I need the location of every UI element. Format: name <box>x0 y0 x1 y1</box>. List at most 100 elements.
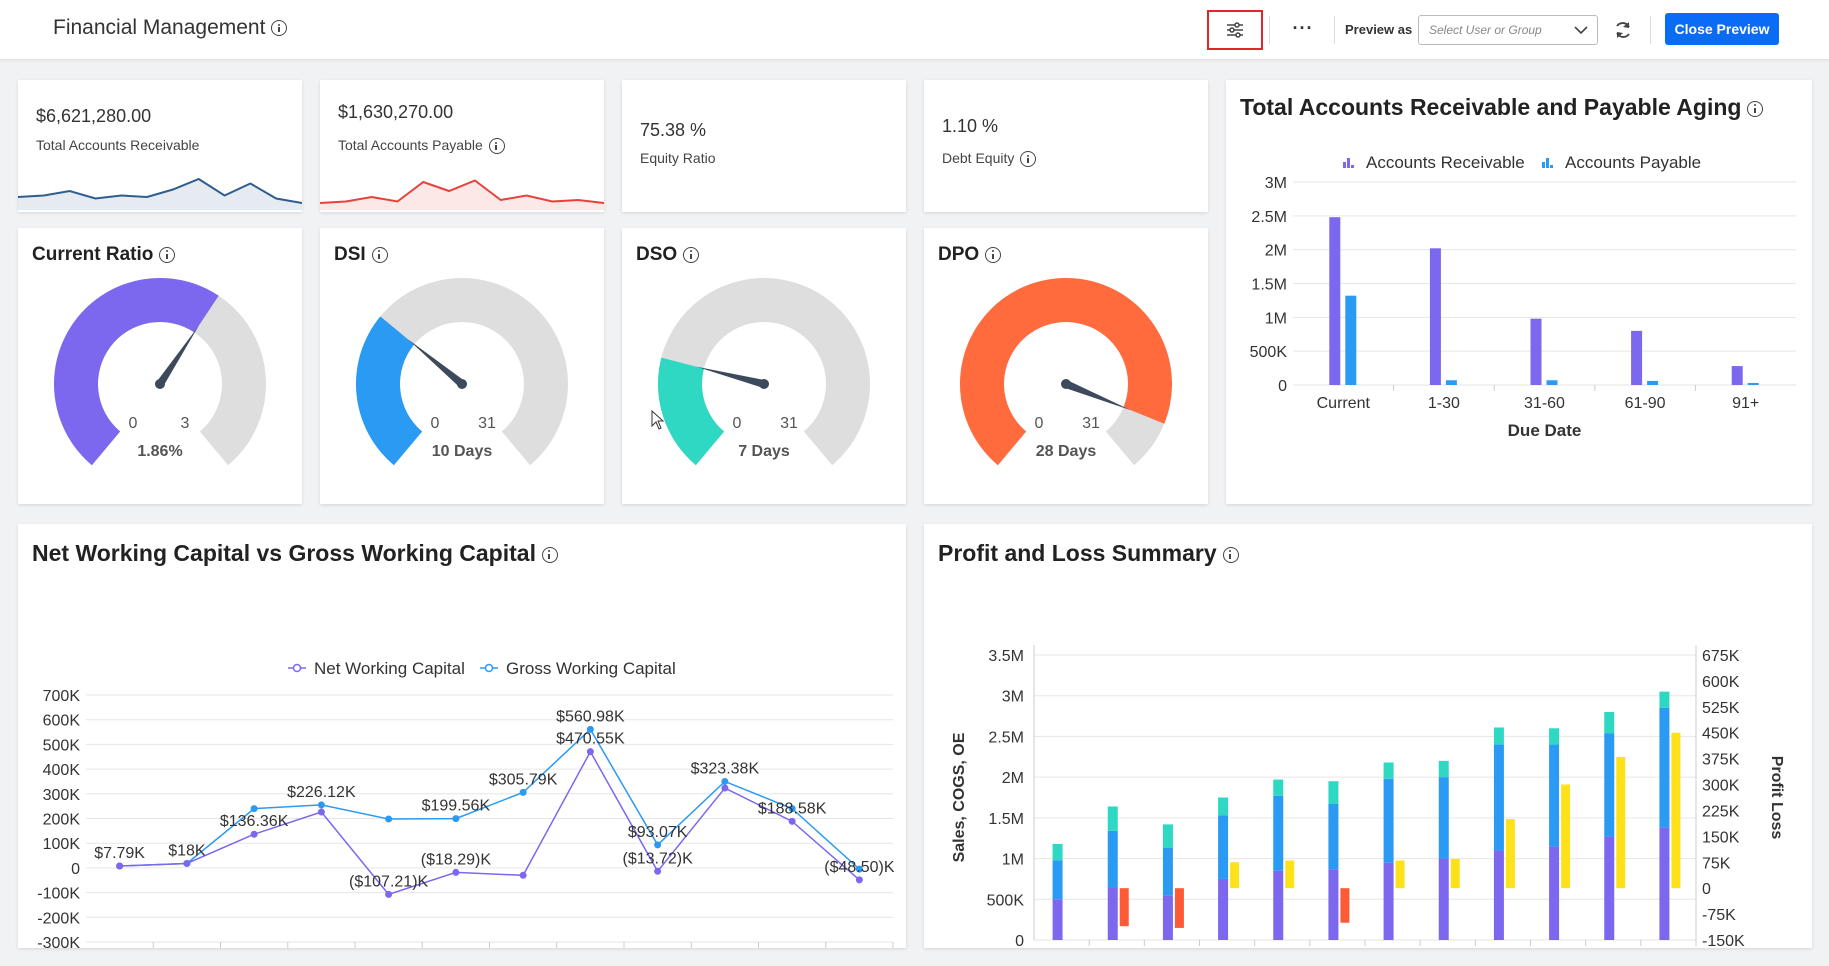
aging-chart-card: Total Accounts Receivable and Payable Ag… <box>1226 80 1812 504</box>
card-title: DSO <box>636 244 700 266</box>
bar-payable <box>1445 380 1457 385</box>
kpi-card-receivable: $6,621,280.00 Total Accounts Receivable <box>18 80 302 212</box>
gauge-value-label: 7 Days <box>738 443 790 460</box>
stacked-bar-segment <box>1493 850 1504 940</box>
y-tick-label: 2.5M <box>1251 209 1287 226</box>
card-title: DSI <box>334 244 388 266</box>
profit-loss-bar <box>1561 784 1571 889</box>
legend-payable-icon <box>1546 158 1549 168</box>
net-point <box>721 784 729 792</box>
gross-point <box>855 865 863 873</box>
info-icon[interactable] <box>488 138 505 155</box>
card-title-text: DSO <box>636 244 678 265</box>
y2-tick-label: 75K <box>1702 855 1731 872</box>
net-point <box>788 817 796 825</box>
card-title-text: Profit and Loss Summary <box>938 540 1217 566</box>
y-tick-label: 3M <box>1002 689 1024 706</box>
refresh-button[interactable] <box>1610 16 1636 44</box>
legend-receivable-icon <box>1343 162 1346 168</box>
gauge-dpo: 0 31 28 Days <box>960 278 1172 466</box>
info-icon[interactable] <box>541 546 558 563</box>
sparkline-line <box>320 179 604 204</box>
bar-payable <box>1345 295 1357 385</box>
profit-loss-bar <box>1616 756 1626 889</box>
gauge-max-label: 31 <box>478 415 496 432</box>
data-label: $226.12K <box>287 784 356 801</box>
divider <box>1269 16 1270 44</box>
stacked-bar-segment <box>1052 899 1063 940</box>
stacked-bar-segment <box>1549 728 1560 745</box>
stacked-bar-segment <box>1383 762 1394 779</box>
sparkline-area <box>320 180 604 210</box>
profit-loss-bar <box>1671 732 1681 889</box>
info-icon[interactable] <box>985 246 1002 263</box>
info-icon[interactable] <box>371 246 388 263</box>
bar-receivable <box>1329 217 1341 385</box>
info-icon[interactable] <box>683 246 700 263</box>
info-icon[interactable] <box>1020 151 1037 168</box>
legend-payable-icon <box>1550 165 1553 168</box>
y-axis-label: Sales, COGS, OE <box>951 732 968 862</box>
gross-point <box>317 801 325 809</box>
gauge-hub <box>155 379 165 389</box>
stacked-bar-segment <box>1604 733 1615 837</box>
kpi-label: Equity Ratio <box>640 150 716 166</box>
gross-point <box>721 777 729 785</box>
x-tick-label: Current <box>1317 395 1371 412</box>
close-preview-button[interactable]: Close Preview <box>1665 13 1779 45</box>
stacked-bar-segment <box>1162 847 1173 896</box>
sparkline-area <box>18 179 302 210</box>
data-label: ($107.21)K <box>349 873 428 890</box>
data-label: $470.55K <box>556 731 625 748</box>
data-label: $305.79K <box>489 771 558 788</box>
stacked-bar-segment <box>1273 795 1284 871</box>
stacked-bar-segment <box>1383 778 1394 863</box>
legend-net-label: Net Working Capital <box>314 659 465 678</box>
user-group-select[interactable]: Select User or Group <box>1418 15 1598 45</box>
kpi-label: Debt Equity <box>942 150 1015 166</box>
stacked-bar-segment <box>1383 862 1394 940</box>
card-title-text: Total Accounts Receivable and Payable Ag… <box>1240 94 1742 120</box>
y-tick-label: 1M <box>1265 310 1287 327</box>
y-tick-label: 3.5M <box>988 648 1024 665</box>
info-icon[interactable] <box>159 246 176 263</box>
stacked-bar-segment <box>1659 827 1670 940</box>
gauge-max-label: 31 <box>1082 415 1100 432</box>
card-title: DPO <box>938 244 1002 266</box>
card-title: Current Ratio <box>32 244 176 266</box>
legend-marker-icon <box>484 663 494 673</box>
info-icon[interactable] <box>271 20 288 37</box>
y-tick-label: -200K <box>37 910 80 927</box>
stacked-bar-segment <box>1493 727 1504 745</box>
more-options-button[interactable]: ··· <box>1292 18 1314 38</box>
net-point <box>317 808 325 816</box>
filter-settings-button[interactable] <box>1207 10 1263 50</box>
x-tick-label: 61-90 <box>1625 395 1666 412</box>
gauge-min-label: 0 <box>431 415 440 432</box>
y-tick-label: 100K <box>43 836 81 853</box>
y2-tick-label: -150K <box>1702 933 1745 948</box>
gauge-needle <box>408 339 465 388</box>
y2-tick-label: 450K <box>1702 726 1740 743</box>
gauge-hub <box>759 379 769 389</box>
x-tick-label: 91+ <box>1732 395 1759 412</box>
info-icon[interactable] <box>1747 100 1764 117</box>
profit-loss-bar <box>1340 888 1350 923</box>
net-point <box>586 748 594 756</box>
preview-as-label: Preview as <box>1345 22 1413 37</box>
sliders-icon <box>1227 22 1243 38</box>
y2-tick-label: 225K <box>1702 803 1740 820</box>
net-point <box>250 830 258 838</box>
profit-loss-bar <box>1505 819 1515 889</box>
gauge-value-label: 10 Days <box>432 443 493 460</box>
gauge-max-label: 31 <box>780 415 798 432</box>
stacked-bar-segment <box>1107 830 1118 888</box>
bar-receivable <box>1731 366 1743 385</box>
sparkline-receivable <box>18 177 302 210</box>
bar-receivable <box>1429 248 1441 385</box>
mouse-cursor-icon <box>651 410 665 430</box>
gauge-fill <box>658 357 725 466</box>
stacked-bar-segment <box>1273 870 1284 940</box>
gross-point <box>452 815 460 823</box>
info-icon[interactable] <box>1222 546 1239 563</box>
